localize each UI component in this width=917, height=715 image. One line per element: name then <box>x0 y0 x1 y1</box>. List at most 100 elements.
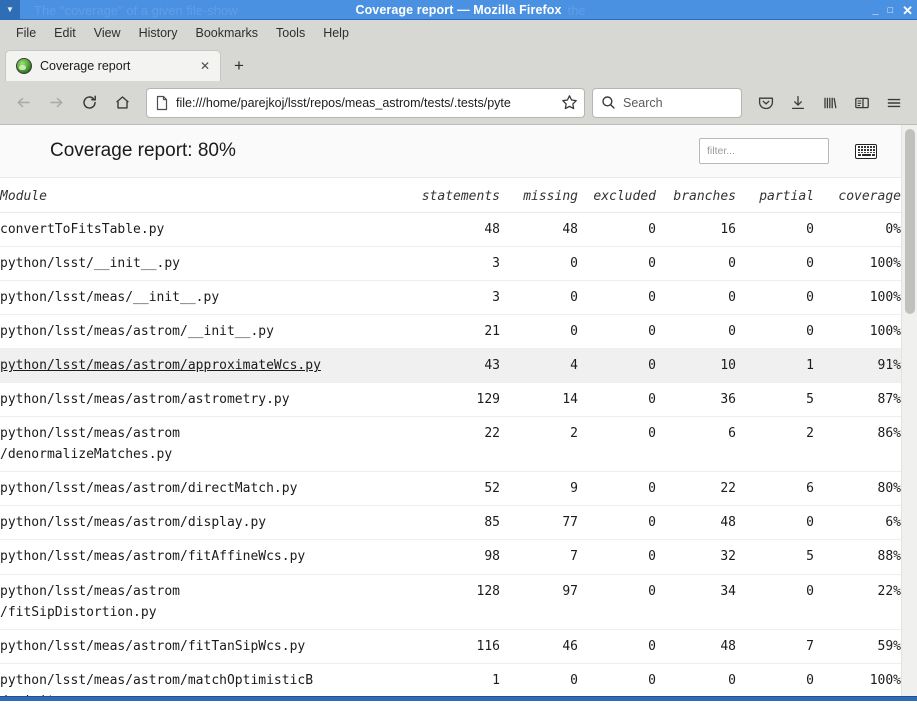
partial-cell: 0 <box>736 212 814 248</box>
missing-cell: 4 <box>500 348 578 384</box>
url-bar[interactable]: file:///home/parejkoj/lsst/repos/meas_as… <box>146 87 585 118</box>
keyboard-icon[interactable] <box>855 143 877 159</box>
module-cell[interactable]: python/lsst/__init__.py <box>0 246 400 282</box>
module-cell[interactable]: python/lsst/meas/astrom/directMatch.py <box>0 471 400 507</box>
partial-cell: 0 <box>736 505 814 541</box>
module-cell[interactable]: python/lsst/meas/astrom/__init__.py <box>0 314 400 350</box>
branches-cell: 10 <box>656 348 736 384</box>
column-header-statements[interactable]: statements <box>400 178 500 213</box>
maximize-button[interactable]: □ <box>887 4 894 15</box>
module-cell[interactable]: python/lsst/meas/astrom/approximateWcs.p… <box>0 348 400 384</box>
column-header-missing[interactable]: missing <box>500 178 578 213</box>
table-row[interactable]: python/lsst/meas/astrom /fitSipDistortio… <box>0 574 901 630</box>
menu-item-history[interactable]: History <box>138 26 178 40</box>
module-link[interactable]: python/lsst/meas/astrom/matchOptimisticB… <box>0 672 314 696</box>
column-header-partial[interactable]: partial <box>736 178 814 213</box>
module-link[interactable]: python/lsst/meas/astrom/fitAffineWcs.py <box>0 549 306 565</box>
table-row[interactable]: python/lsst/meas/__init__.py 3 0 0 0 0 100% <box>0 280 901 316</box>
bookmark-star-icon[interactable] <box>561 94 578 111</box>
module-cell[interactable]: python/lsst/meas/astrom/astrometry.py <box>0 382 400 418</box>
module-link[interactable]: python/lsst/meas/astrom/__init__.py <box>0 324 274 340</box>
reload-button[interactable] <box>74 88 104 118</box>
page-viewport: Coverage report: 80% Module statements m… <box>0 125 917 696</box>
module-cell[interactable]: python/lsst/meas/astrom/fitAffineWcs.py <box>0 539 400 575</box>
module-link[interactable]: convertToFitsTable.py <box>0 222 165 237</box>
tab-strip: Coverage report ✕ + <box>0 46 917 81</box>
sidebar-icon[interactable] <box>847 88 877 118</box>
module-cell[interactable]: python/lsst/meas/astrom/matchOptimisticB… <box>0 663 400 696</box>
table-row[interactable]: convertToFitsTable.py 48 48 0 16 0 0% <box>0 212 901 248</box>
excluded-cell: 0 <box>578 663 656 696</box>
menu-item-file[interactable]: File <box>16 26 37 40</box>
table-row[interactable]: python/lsst/meas/astrom/matchOptimisticB… <box>0 663 901 696</box>
module-cell[interactable]: python/lsst/meas/__init__.py <box>0 280 400 316</box>
column-header-branches[interactable]: branches <box>656 178 736 213</box>
excluded-cell: 0 <box>578 212 656 248</box>
table-row[interactable]: python/lsst/meas/astrom /denormalizeMatc… <box>0 416 901 473</box>
module-link[interactable]: python/lsst/__init__.py <box>0 256 181 272</box>
menu-item-edit[interactable]: Edit <box>54 26 76 40</box>
filter-input[interactable] <box>699 138 829 164</box>
table-row[interactable]: python/lsst/meas/astrom/approximateWcs.p… <box>0 348 901 384</box>
branches-cell: 32 <box>656 539 736 575</box>
table-row[interactable]: python/lsst/__init__.py 3 0 0 0 0 100% <box>0 246 901 282</box>
coverage-cell: 91% <box>814 348 901 384</box>
module-cell[interactable]: convertToFitsTable.py <box>0 212 400 248</box>
back-button[interactable] <box>8 88 38 118</box>
table-row[interactable]: python/lsst/meas/astrom/directMatch.py 52… <box>0 471 901 507</box>
scrollbar-thumb[interactable] <box>905 129 915 314</box>
page-identity-icon <box>155 95 169 111</box>
window-titlebar: ▼ The "coverage" of a given file-show at… <box>0 0 917 20</box>
page-title: Coverage report: 80% <box>50 140 236 161</box>
coverage-cell: 0% <box>814 212 901 248</box>
module-cell[interactable]: python/lsst/meas/astrom/display.py <box>0 505 400 541</box>
column-header-excluded[interactable]: excluded <box>578 178 656 213</box>
close-button[interactable]: ✕ <box>902 2 913 18</box>
module-link[interactable]: python/lsst/meas/astrom/display.py <box>0 515 267 531</box>
column-header-module[interactable]: Module <box>0 178 400 213</box>
window-menu-icon[interactable]: ▼ <box>0 0 20 19</box>
table-row[interactable]: python/lsst/meas/astrom/display.py 85 77 0 4… <box>0 505 901 541</box>
minimize-button[interactable]: _ <box>872 3 879 16</box>
module-link[interactable]: python/lsst/meas/astrom /denormalizeMatc… <box>0 426 181 463</box>
tab-coverage-report[interactable]: Coverage report ✕ <box>5 50 221 81</box>
statements-cell: 3 <box>400 280 500 316</box>
module-link[interactable]: python/lsst/meas/astrom/astrometry.py <box>0 392 290 408</box>
coverage-cell: 6% <box>814 505 901 541</box>
statements-cell: 85 <box>400 505 500 541</box>
page-scrollbar[interactable] <box>901 125 917 696</box>
forward-button[interactable] <box>41 88 71 118</box>
module-cell[interactable]: python/lsst/meas/astrom /fitSipDistortio… <box>0 574 400 630</box>
statements-cell: 98 <box>400 539 500 575</box>
tab-close-icon[interactable]: ✕ <box>199 59 211 73</box>
pocket-icon[interactable] <box>751 88 781 118</box>
window-controls: _ □ ✕ <box>872 0 913 19</box>
module-link[interactable]: python/lsst/meas/astrom /fitSipDistortio… <box>0 583 181 620</box>
module-cell[interactable]: python/lsst/meas/astrom/fitTanSipWcs.py <box>0 629 400 664</box>
download-icon[interactable] <box>783 88 813 118</box>
menu-icon[interactable] <box>879 88 909 118</box>
menu-item-bookmarks[interactable]: Bookmarks <box>195 26 259 40</box>
missing-cell: 0 <box>500 663 578 696</box>
module-cell[interactable]: python/lsst/meas/astrom /denormalizeMatc… <box>0 416 400 473</box>
search-bar[interactable]: Search <box>592 87 742 118</box>
table-row[interactable]: python/lsst/meas/astrom/__init__.py 21 0 0 0… <box>0 314 901 350</box>
module-link[interactable]: python/lsst/meas/astrom/approximateWcs.p… <box>0 358 321 374</box>
menu-item-view[interactable]: View <box>93 26 121 40</box>
menu-item-tools[interactable]: Tools <box>276 26 306 40</box>
statements-cell: 21 <box>400 314 500 350</box>
module-link[interactable]: python/lsst/meas/__init__.py <box>0 290 220 306</box>
home-button[interactable] <box>107 88 137 118</box>
column-header-coverage[interactable]: coverage <box>814 178 901 213</box>
window-title-text: Coverage report — Mozilla Firefox <box>352 3 565 17</box>
module-link[interactable]: python/lsst/meas/astrom/fitTanSipWcs.py <box>0 638 306 654</box>
table-row[interactable]: python/lsst/meas/astrom/fitTanSipWcs.py 1… <box>0 629 901 664</box>
table-row[interactable]: python/lsst/meas/astrom/fitAffineWcs.py 9… <box>0 539 901 575</box>
table-row[interactable]: python/lsst/meas/astrom/astrometry.py 129… <box>0 382 901 418</box>
new-tab-button[interactable]: + <box>234 56 244 75</box>
library-icon[interactable] <box>815 88 845 118</box>
partial-cell: 0 <box>736 246 814 282</box>
menu-item-help[interactable]: Help <box>323 26 349 40</box>
statements-cell: 3 <box>400 246 500 282</box>
module-link[interactable]: python/lsst/meas/astrom/directMatch.py <box>0 481 298 497</box>
